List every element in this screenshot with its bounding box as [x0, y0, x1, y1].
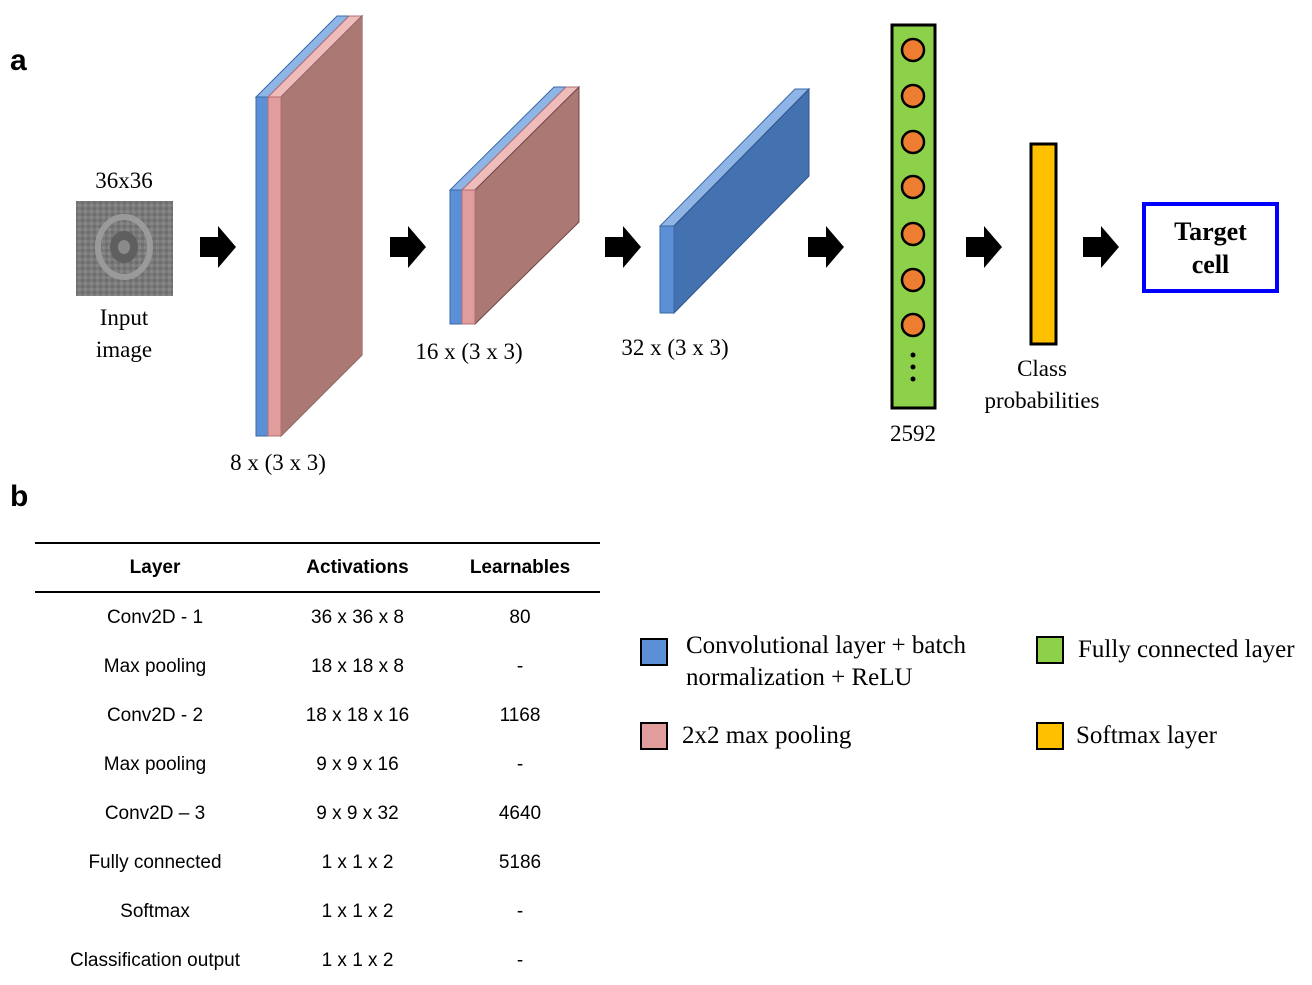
legend-label-pool: 2x2 max pooling — [682, 722, 852, 749]
table-cell: - — [516, 753, 524, 775]
softmax-layer — [1029, 142, 1058, 346]
table-cell: Softmax — [120, 900, 190, 922]
conv3-label: 32 x (3 x 3) — [621, 335, 729, 360]
input-size-label: 36x36 — [95, 168, 153, 193]
fc-node — [900, 267, 926, 293]
table-row: Classification output 1 x 1 x 2 - — [35, 936, 600, 985]
table-cell: 18 x 18 x 8 — [311, 655, 404, 677]
legend-item-conv: Convolutional layer + batch normalizatio… — [640, 630, 966, 694]
input-label-line1: Input — [99, 305, 149, 330]
table-cell: 1168 — [499, 704, 541, 726]
fc-node — [900, 129, 926, 155]
legend-item-softmax: Softmax layer — [1036, 720, 1217, 752]
table-cell: 18 x 18 x 16 — [305, 704, 410, 726]
legend-swatch-softmax — [1036, 722, 1064, 750]
table-cell: Fully connected — [88, 851, 222, 873]
table-row: Max pooling 9 x 9 x 16 - — [35, 740, 600, 789]
table-cell: - — [516, 949, 524, 971]
ellipsis-dot — [910, 364, 916, 370]
panel-label-a: a — [10, 44, 27, 77]
table-cell: - — [516, 655, 524, 677]
conv-block-1 — [254, 14, 364, 438]
panel-label-b: b — [10, 480, 29, 513]
legend-conv-line1: Convolutional layer + batch — [686, 632, 967, 659]
output-label: Target cell — [1146, 215, 1275, 281]
fully-connected-layer — [890, 23, 937, 410]
legend-swatch-fc — [1036, 636, 1064, 664]
table-cell: Max pooling — [103, 655, 207, 677]
legend-label-conv: Convolutional layer + batch normalizatio… — [686, 630, 966, 694]
arrow-icon — [605, 226, 641, 268]
input-label-line2: image — [95, 337, 153, 362]
fc-size-label: 2592 — [890, 421, 936, 446]
table-cell: Conv2D – 3 — [104, 802, 206, 824]
conv-block-2 — [448, 85, 581, 326]
table-row: Fully connected 1 x 1 x 2 5186 — [35, 838, 600, 887]
table-cell: 1 x 1 x 2 — [321, 900, 394, 922]
table-cell: 4640 — [498, 802, 542, 824]
legend-item-pool: 2x2 max pooling — [640, 720, 851, 752]
arrow-icon — [966, 226, 1002, 268]
table-header: Layer — [129, 556, 181, 578]
fc-node — [900, 221, 926, 247]
table-cell: 9 x 9 x 16 — [316, 753, 399, 775]
arrow-icon — [1083, 226, 1119, 268]
fc-node — [900, 83, 926, 109]
table-row: Conv2D - 2 18 x 18 x 16 1168 — [35, 691, 600, 740]
fc-node — [900, 37, 926, 63]
table-row: Conv2D – 3 9 x 9 x 32 4640 — [35, 789, 600, 838]
table-cell: 5186 — [498, 851, 542, 873]
table-header-row: Layer Activations Learnables — [35, 543, 600, 592]
layer-table: Layer Activations Learnables Conv2D - 1 … — [35, 542, 600, 985]
table-row: Max pooling 18 x 18 x 8 - — [35, 642, 600, 691]
conv2-label: 16 x (3 x 3) — [415, 339, 523, 364]
table-row: Conv2D - 1 36 x 36 x 8 80 — [35, 592, 600, 642]
arrow-icon — [390, 226, 426, 268]
table-cell: 1 x 1 x 2 — [321, 949, 394, 971]
output-label-line2: cell — [1191, 250, 1230, 279]
softmax-output-label: Class probabilities — [962, 353, 1122, 417]
table-cell: 36 x 36 x 8 — [311, 606, 404, 628]
legend-conv-line2: normalization + ReLU — [686, 664, 913, 691]
table-cell: Classification output — [69, 949, 241, 971]
legend-label-softmax: Softmax layer — [1076, 722, 1217, 749]
output-box — [1142, 202, 1279, 293]
conv1-label: 8 x (3 x 3) — [230, 450, 326, 475]
arrow-icon — [808, 226, 844, 268]
legend-label-fc: Fully connected layer — [1078, 636, 1295, 663]
ellipsis-dot — [910, 376, 916, 382]
table-cell: Max pooling — [103, 753, 207, 775]
legend-swatch-pool — [640, 722, 668, 750]
table-cell: Conv2D - 2 — [106, 704, 204, 726]
table-row: Softmax 1 x 1 x 2 - — [35, 887, 600, 936]
output-label-line1: Target — [1174, 217, 1247, 246]
input-label: Input image — [64, 302, 184, 366]
legend-item-fc: Fully connected layer — [1036, 634, 1295, 666]
input-image — [76, 201, 173, 296]
softmax-label-line2: probabilities — [984, 388, 1100, 413]
table-cell: 9 x 9 x 32 — [316, 802, 399, 824]
table-cell: 80 — [509, 606, 531, 628]
table-header: Learnables — [469, 556, 571, 578]
conv-block-3 — [658, 87, 811, 315]
ellipsis-dot — [910, 352, 916, 358]
legend-swatch-conv — [640, 638, 668, 666]
fc-node — [900, 174, 926, 200]
arrow-icon — [200, 226, 236, 268]
fc-node — [900, 312, 926, 338]
softmax-label-line1: Class — [1017, 356, 1067, 381]
architecture-diagram — [76, 14, 1279, 438]
table-header: Activations — [306, 556, 409, 578]
table-cell: 1 x 1 x 2 — [321, 851, 394, 873]
table-cell: Conv2D - 1 — [106, 606, 204, 628]
table-cell: - — [516, 900, 524, 922]
